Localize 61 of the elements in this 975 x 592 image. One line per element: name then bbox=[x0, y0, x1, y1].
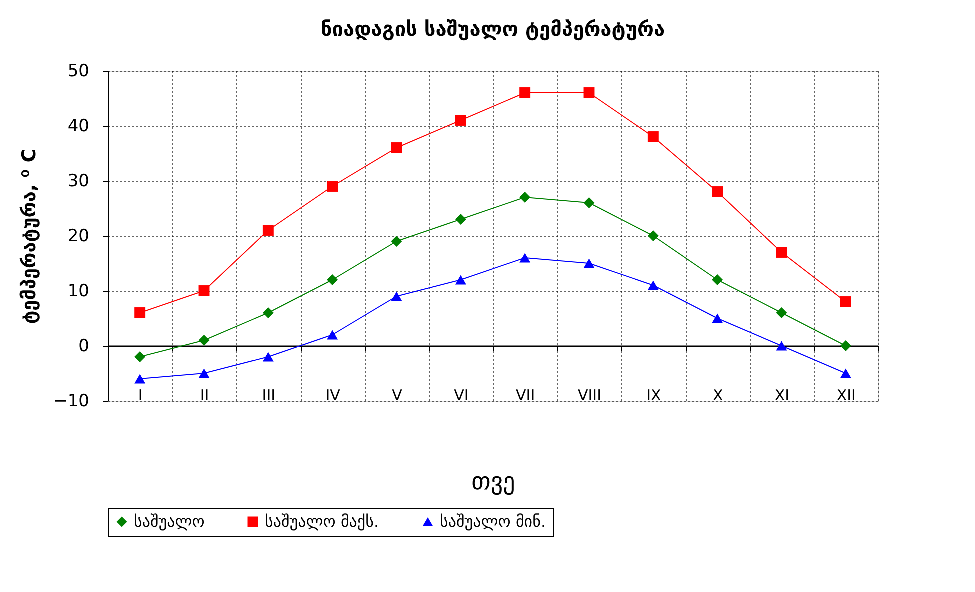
point bbox=[712, 274, 724, 286]
point bbox=[327, 274, 338, 286]
point bbox=[840, 340, 852, 352]
x-axis-title: თვე bbox=[472, 468, 516, 496]
legend-label: საშუალო bbox=[134, 512, 205, 531]
point bbox=[520, 253, 531, 263]
x-tick-label: V bbox=[392, 386, 404, 404]
point bbox=[648, 230, 659, 242]
legend-label: საშუალო მინ. bbox=[440, 512, 546, 531]
legend-label: საშუალო მაქს. bbox=[265, 512, 380, 531]
x-tick-label: VI bbox=[454, 386, 469, 404]
y-tick-label: 20 bbox=[68, 226, 90, 246]
point bbox=[391, 292, 402, 302]
point bbox=[134, 352, 146, 362]
point bbox=[391, 142, 402, 154]
point bbox=[327, 330, 338, 340]
point bbox=[455, 214, 466, 225]
y-tick-label: 40 bbox=[68, 116, 90, 136]
point bbox=[648, 132, 659, 142]
x-tick-label: II bbox=[200, 386, 210, 404]
point bbox=[584, 198, 595, 208]
point bbox=[262, 308, 274, 318]
point bbox=[327, 181, 338, 192]
y-tick-label: 50 bbox=[68, 62, 90, 82]
x-tick-label: VIII bbox=[578, 386, 602, 404]
chart-title: ნიადაგის საშუალო ტემპერატურა bbox=[320, 17, 666, 41]
x-tick-label: I bbox=[138, 386, 143, 404]
point bbox=[134, 308, 146, 318]
point bbox=[198, 335, 210, 346]
x-tick-label: III bbox=[262, 386, 276, 404]
x-tick-label: VII bbox=[516, 386, 536, 404]
point bbox=[262, 225, 274, 236]
y-axis-title: ტემპერატურა, ⁰ C bbox=[18, 148, 41, 324]
point bbox=[134, 374, 146, 384]
point bbox=[391, 236, 402, 247]
point bbox=[648, 280, 659, 290]
point bbox=[840, 368, 852, 378]
point bbox=[198, 286, 210, 296]
y-tick-label: −10 bbox=[54, 392, 90, 412]
point bbox=[776, 341, 788, 351]
point bbox=[455, 115, 466, 126]
x-tick-label: IV bbox=[326, 386, 342, 404]
x-tick-label: XI bbox=[774, 386, 790, 404]
point bbox=[262, 352, 274, 362]
x-tick-label: XII bbox=[836, 386, 856, 404]
x-tick-label: IX bbox=[646, 386, 662, 404]
point bbox=[584, 88, 595, 98]
y-tick-label: 30 bbox=[68, 172, 90, 192]
point bbox=[840, 296, 852, 308]
point bbox=[584, 258, 595, 268]
point bbox=[520, 192, 531, 203]
point bbox=[712, 314, 724, 324]
y-tick-label: 0 bbox=[78, 336, 90, 356]
x-tick-label: X bbox=[712, 386, 724, 404]
point bbox=[520, 88, 531, 98]
point bbox=[776, 308, 788, 318]
y-tick-label: 10 bbox=[68, 282, 90, 302]
point bbox=[776, 247, 788, 258]
point bbox=[198, 368, 210, 378]
point bbox=[455, 275, 466, 285]
point bbox=[712, 186, 724, 198]
